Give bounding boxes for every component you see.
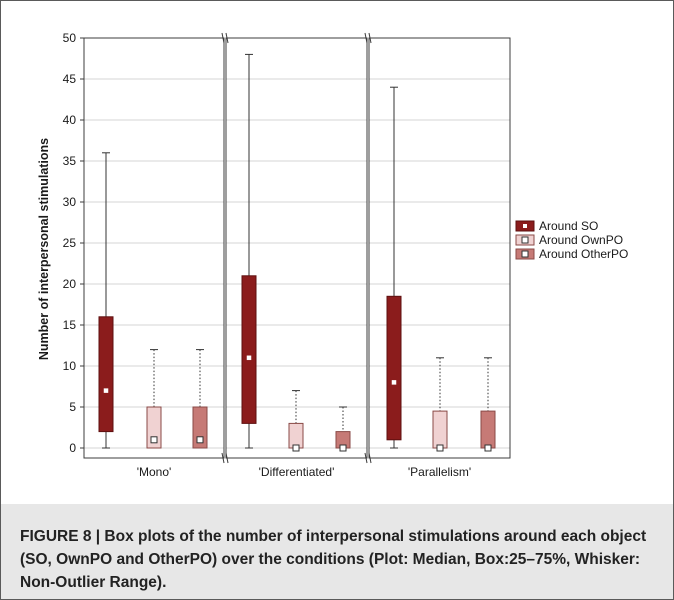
median-marker <box>339 444 347 452</box>
median-marker <box>436 444 444 452</box>
legend-label: Around OwnPO <box>539 233 623 247</box>
box-plot-around-otherpo <box>335 406 351 452</box>
box-plot-around-ownpo <box>146 349 162 449</box>
median-marker <box>391 380 397 385</box>
x-category-label: 'Mono' <box>137 465 172 479</box>
gridlines <box>84 37 510 449</box>
axis-break-mark <box>221 452 225 464</box>
x-category-label: 'Differentiated' <box>259 465 335 479</box>
axis-break-mark <box>364 452 368 464</box>
x-axis-category-labels: 'Mono' 'Differentiated' 'Parallelism' <box>137 465 471 479</box>
box-plot-marks <box>98 53 496 452</box>
x-category-label: 'Parallelism' <box>408 465 471 479</box>
box <box>98 316 114 433</box>
y-axis-label: Number of interpersonal stimulations <box>37 138 51 360</box>
panel-frames <box>83 32 511 464</box>
median-marker <box>484 444 492 452</box>
y-tick-label: 25 <box>63 236 77 250</box>
legend-item: Around OtherPO <box>515 247 628 261</box>
legend-label: Around SO <box>539 219 598 233</box>
caption-background <box>1 504 673 599</box>
panel-frame <box>368 37 511 459</box>
axis-break-mark <box>225 32 229 44</box>
box-plot-around-ownpo <box>432 357 448 452</box>
figure-caption: FIGURE 8 | Box plots of the number of in… <box>20 528 647 591</box>
box <box>386 295 402 441</box>
legend-item: Around OwnPO <box>515 233 623 247</box>
box-plot-around-otherpo <box>192 349 208 449</box>
legend-marker <box>521 236 529 244</box>
axis-break-mark <box>368 452 372 464</box>
y-tick-label: 50 <box>63 31 77 45</box>
y-tick-label: 0 <box>69 441 76 455</box>
panel-frame <box>225 37 368 459</box>
y-axis-ticks: 0 5 10 15 20 25 30 35 40 45 50 <box>63 31 84 455</box>
median-marker <box>292 444 300 452</box>
legend-item: Around SO <box>515 219 598 233</box>
y-tick-label: 45 <box>63 72 77 86</box>
median-marker <box>103 388 109 393</box>
box-plot-around-so <box>241 53 257 449</box>
box-plot-chart: 0 5 10 15 20 25 30 35 40 45 50 'Mono' 'Differentiat… <box>37 31 628 479</box>
y-tick-label: 40 <box>63 113 77 127</box>
box <box>241 275 257 424</box>
box-plot-around-otherpo <box>480 357 496 452</box>
y-tick-label: 5 <box>69 400 76 414</box>
legend-marker <box>521 250 529 258</box>
y-tick-label: 10 <box>63 359 77 373</box>
median-marker <box>246 355 252 361</box>
axis-break-mark <box>364 32 368 44</box>
axis-break-mark <box>225 452 229 464</box>
y-tick-label: 30 <box>63 195 77 209</box>
y-tick-label: 35 <box>63 154 77 168</box>
box <box>432 410 448 449</box>
axis-break-mark <box>221 32 225 44</box>
legend-label: Around OtherPO <box>539 247 628 261</box>
axis-break-mark <box>368 32 372 44</box>
median-marker <box>150 436 158 444</box>
y-tick-label: 15 <box>63 318 77 332</box>
box <box>480 410 496 449</box>
box-plot-around-so <box>98 152 114 449</box>
panel-frame <box>83 37 225 459</box>
median-marker <box>196 436 204 444</box>
legend-marker <box>523 224 527 228</box>
box-plot-around-so <box>386 86 402 449</box>
y-tick-label: 20 <box>63 277 77 291</box>
box <box>288 422 304 449</box>
box-plot-around-ownpo <box>288 390 304 452</box>
